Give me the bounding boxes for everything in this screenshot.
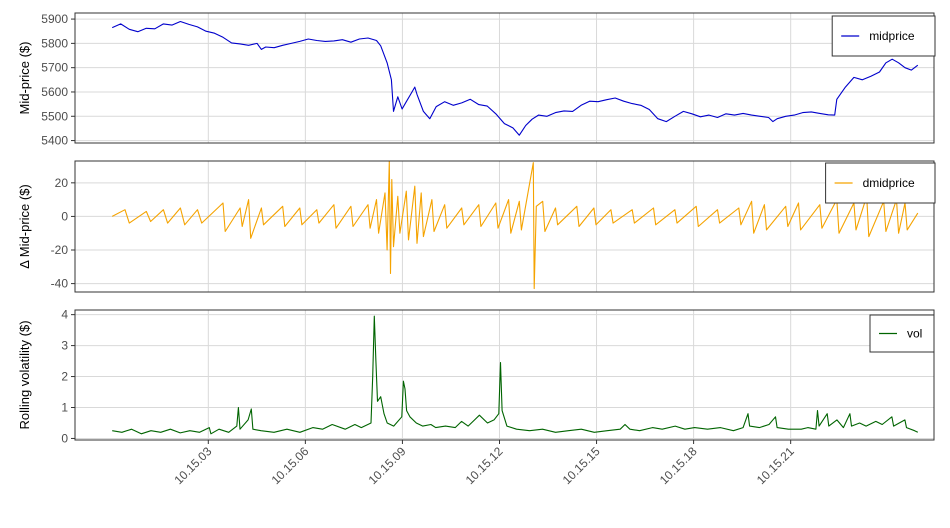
panel-border <box>74 309 935 441</box>
y-tick-label: 0 <box>61 431 68 445</box>
y-tick-label: 5900 <box>41 12 68 26</box>
x-tick-label: 10.15.21 <box>754 444 797 487</box>
series-line-vol <box>112 315 919 435</box>
y-tick-label: 5800 <box>41 36 68 50</box>
panel-bottom: 0 1 2 3 4 Rolling volatility ($) vol <box>17 308 935 445</box>
y-tick-label: 5700 <box>41 61 68 75</box>
series-line-dmidprice <box>111 160 919 290</box>
panel-border <box>74 160 935 293</box>
y-tick-label: 5400 <box>41 134 68 148</box>
legend-label: vol <box>907 327 922 341</box>
x-tick-label: 10.15.18 <box>657 444 700 487</box>
y-tick-label: 4 <box>61 308 68 322</box>
x-tick-label: 10.15.06 <box>269 444 312 487</box>
y-axis-title: Δ Mid-price ($) <box>17 184 32 269</box>
panel-background <box>75 310 934 440</box>
x-tick-label: 10.15.03 <box>171 444 214 487</box>
y-tick-label: 0 <box>61 209 68 223</box>
y-tick-label: 2 <box>61 370 68 384</box>
panel-border <box>74 12 935 144</box>
y-tick-label: -40 <box>51 277 69 291</box>
y-tick-label: 3 <box>61 339 68 353</box>
legend-label: midprice <box>869 29 915 43</box>
series-line-midprice <box>111 20 919 136</box>
legend-midprice: midprice <box>831 15 936 57</box>
legend-vol: vol <box>869 314 935 353</box>
y-tick-label: 20 <box>55 176 69 190</box>
y-axis-title: Mid-price ($) <box>17 42 32 115</box>
panel-top: 5400 5500 5600 5700 5800 5900 Mid-price ($) mid… <box>17 12 936 148</box>
x-tick-label: 10.15.12 <box>463 444 506 487</box>
y-tick-label: -20 <box>51 243 69 257</box>
legend-label: dmidprice <box>863 176 915 190</box>
x-tick-label: 10.15.09 <box>366 444 409 487</box>
y-tick-label: 5500 <box>41 109 68 123</box>
y-tick-label: 1 <box>61 401 68 415</box>
panel-background <box>75 161 934 292</box>
y-axis-title: Rolling volatility ($) <box>17 320 32 429</box>
panel-middle: -40 -20 0 20 Δ Mid-price ($) dmidprice <box>17 160 936 293</box>
x-tick-label: 10.15.15 <box>560 444 603 487</box>
legend-dmidprice: dmidprice <box>825 162 936 204</box>
y-tick-label: 5600 <box>41 85 68 99</box>
